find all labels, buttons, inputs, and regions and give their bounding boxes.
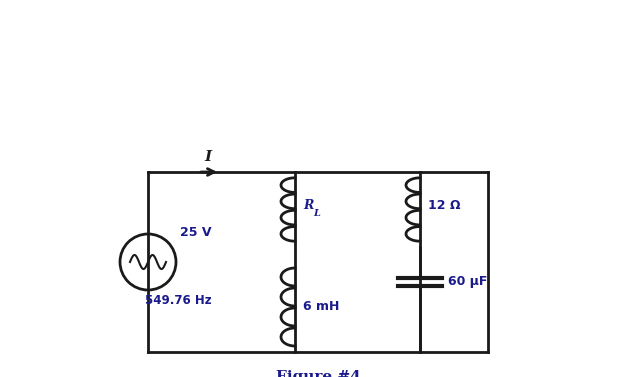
- Text: 549.76 Hz: 549.76 Hz: [145, 294, 212, 307]
- Text: 60 μF: 60 μF: [448, 276, 487, 288]
- Text: 12 Ω: 12 Ω: [428, 199, 461, 212]
- Text: 6 mH: 6 mH: [303, 300, 339, 314]
- Text: R: R: [303, 199, 313, 212]
- Text: 25 V: 25 V: [180, 225, 212, 239]
- Text: I: I: [204, 150, 212, 164]
- Text: L: L: [313, 209, 320, 218]
- Text: Figure #4: Figure #4: [276, 370, 360, 377]
